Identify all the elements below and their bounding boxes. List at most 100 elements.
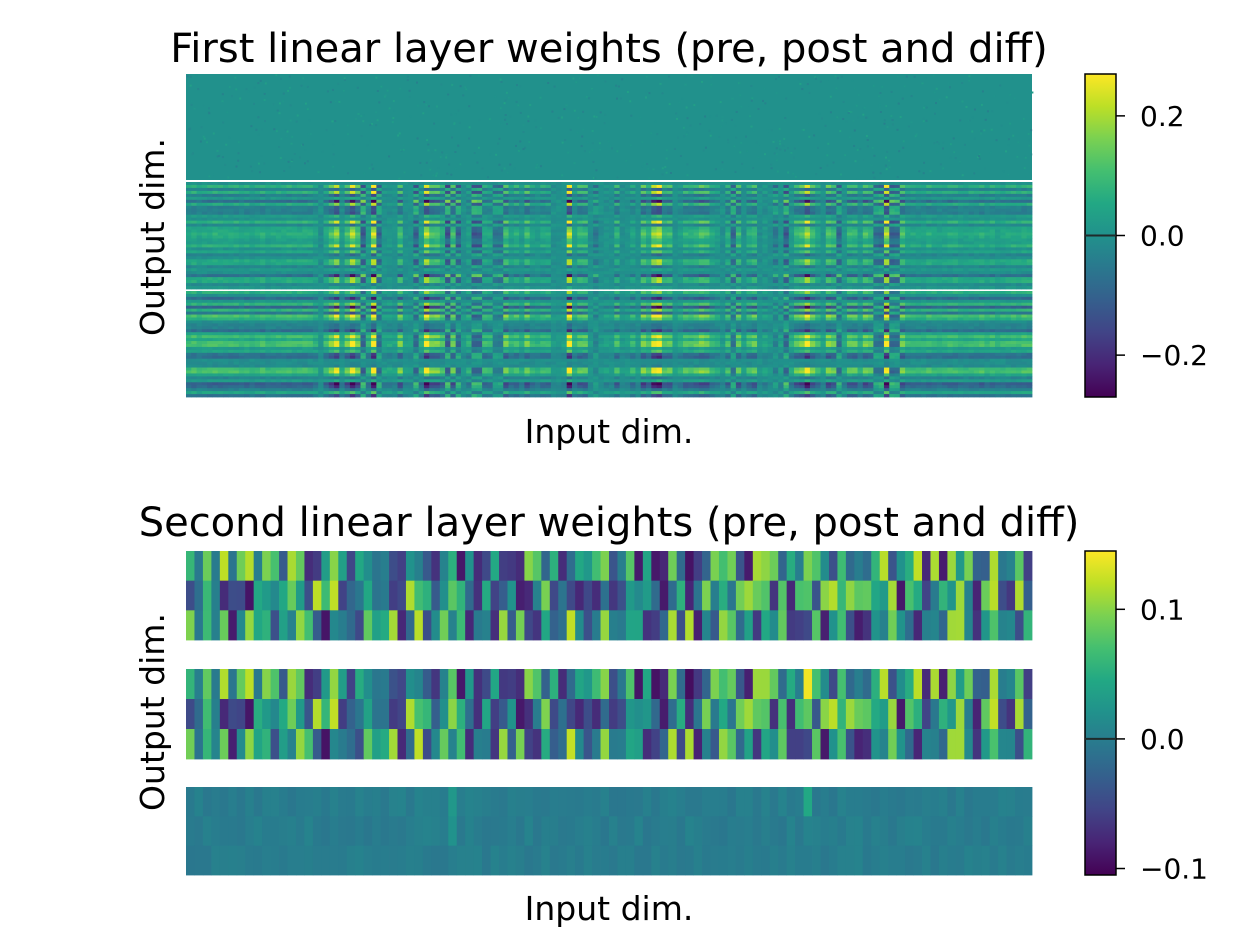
- chart-1-cell: [397, 223, 404, 227]
- chart-1-cell: [439, 187, 446, 192]
- chart-1-cell: [260, 199, 266, 204]
- chart-1-cell: [418, 196, 425, 201]
- chart-1-cell: [873, 205, 880, 210]
- chart-1-cell: [968, 256, 975, 260]
- chart-1-cell: [794, 217, 800, 222]
- chart-1-cell: [497, 256, 504, 260]
- chart-1-cell: [196, 235, 203, 239]
- chart-1-cell: [212, 190, 219, 195]
- chart-1-cell: [693, 226, 700, 230]
- chart-1-cell: [302, 184, 309, 189]
- chart-1-cell: [667, 247, 673, 251]
- chart-1-cell: [587, 235, 594, 239]
- chart-1-cell: [497, 187, 504, 192]
- chart-1-cell: [450, 238, 457, 242]
- chart-1-cell: [640, 253, 647, 257]
- chart-1-cell: [725, 211, 732, 216]
- chart-1-cell: [846, 199, 853, 204]
- chart-1-cell: [422, 112, 425, 115]
- chart-1-cell: [931, 208, 938, 213]
- chart-1-cell: [661, 184, 668, 189]
- chart-1-cell: [1016, 223, 1022, 227]
- chart-1-cell: [783, 256, 790, 260]
- chart-1-cell: [339, 182, 346, 186]
- chart-1-cell: [942, 205, 948, 210]
- chart-1-cell: [879, 111, 882, 113]
- chart-1-cell: [593, 229, 599, 233]
- chart-1-cell: [936, 190, 943, 195]
- chart-1-cell: [1000, 232, 1006, 236]
- chart-1-cell: [841, 196, 848, 201]
- chart-1-cell: [901, 97, 904, 100]
- chart-1-cell: [508, 217, 515, 222]
- chart-1-cell: [957, 208, 964, 213]
- chart-1-cell: [212, 208, 219, 213]
- chart-1-cell: [646, 241, 652, 245]
- chart-1-cell: [545, 244, 552, 248]
- chart-1-cell: [778, 259, 784, 263]
- chart-1-cell: [328, 217, 335, 222]
- chart-1-cell: [879, 172, 882, 175]
- chart-1-cell: [196, 187, 203, 192]
- chart-1-cell: [497, 142, 500, 145]
- chart-1-cell: [208, 107, 210, 110]
- chart-1-cell: [455, 182, 462, 186]
- chart-1-cell: [920, 232, 927, 236]
- chart-1-cell: [318, 193, 324, 198]
- chart-1-cell: [709, 229, 716, 233]
- chart-1-cell: [745, 135, 747, 138]
- chart-1-cell: [249, 247, 256, 251]
- chart-1-cell: [577, 220, 583, 225]
- chart-1-cell: [709, 193, 716, 198]
- chart-1-cell: [186, 244, 192, 248]
- chart-1-cell: [270, 187, 277, 192]
- chart-1-cell: [503, 253, 509, 257]
- chart-1-cell: [519, 184, 525, 189]
- chart-1-cell: [519, 256, 525, 260]
- chart-1-cell: [775, 92, 778, 94]
- chart-1-cell: [582, 110, 585, 113]
- chart-1-cell: [598, 208, 605, 213]
- chart-1-cell: [735, 223, 742, 227]
- chart-1-cell: [571, 256, 578, 260]
- chart-1-cell: [460, 196, 467, 201]
- chart-1-cell: [974, 108, 976, 111]
- chart-1-cell: [683, 250, 689, 254]
- chart-1-cell: [920, 214, 927, 219]
- chart-1-cell: [519, 196, 525, 201]
- chart-1-cell: [714, 214, 721, 219]
- chart-1-cell: [460, 199, 467, 204]
- chart-1-cell: [846, 232, 853, 236]
- chart-1-cell: [577, 253, 583, 257]
- chart-1-cell: [831, 205, 837, 210]
- chart-1-cell: [667, 196, 673, 201]
- chart-1-cell: [641, 141, 644, 144]
- chart-1-cell: [519, 223, 525, 227]
- chart-1-cell: [952, 205, 959, 210]
- chart-1-cell: [450, 208, 457, 213]
- chart-1-cell: [1021, 190, 1028, 195]
- chart-1-cell: [540, 253, 546, 257]
- chart-1-cell: [450, 214, 457, 219]
- chart-1-cell: [439, 193, 446, 198]
- chart-1-cell: [788, 217, 795, 222]
- chart-1-cell: [614, 256, 620, 260]
- chart-1-cell: [1009, 122, 1012, 125]
- chart-1-cell: [291, 190, 298, 195]
- chart-1-cell: [804, 244, 811, 248]
- chart-1-cell: [868, 238, 874, 242]
- chart-1-cell: [661, 202, 668, 207]
- chart-1-cell: [973, 247, 980, 251]
- chart-1-cell: [418, 253, 425, 257]
- chart-1-cell: [318, 199, 324, 204]
- chart-1-cell: [772, 235, 779, 239]
- chart-1-cell: [196, 196, 203, 201]
- chart-1-cell: [915, 193, 922, 198]
- chart-1-cell: [820, 211, 827, 216]
- chart-1-cell: [217, 190, 224, 195]
- chart-1-cell: [963, 244, 969, 248]
- chart-1-cell: [254, 223, 261, 227]
- chart-1-cell: [873, 182, 880, 186]
- chart-1-cell: [349, 214, 356, 219]
- chart-1-cell: [408, 96, 411, 98]
